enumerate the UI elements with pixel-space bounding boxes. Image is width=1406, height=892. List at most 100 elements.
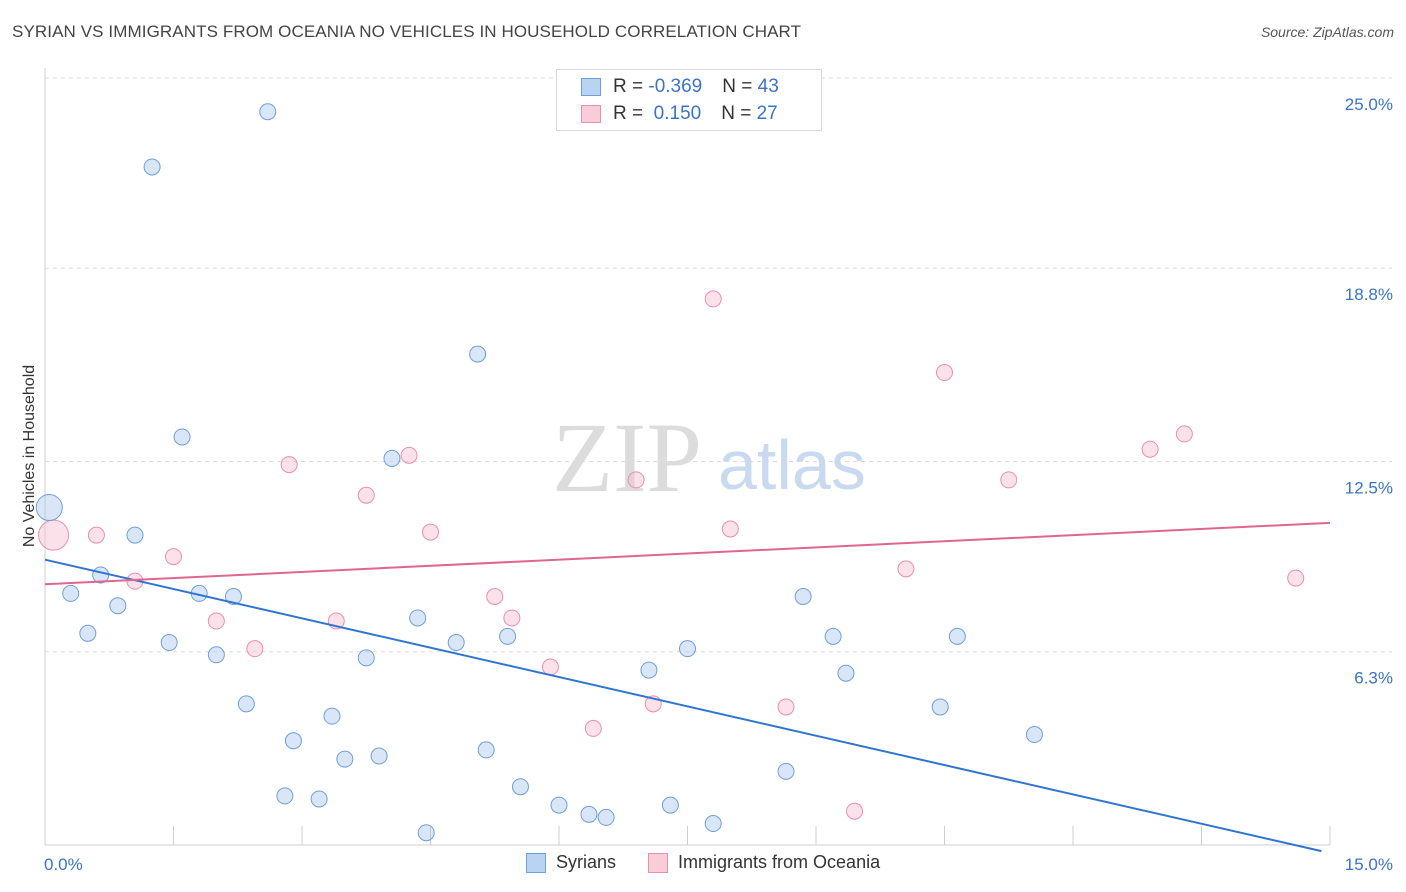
oceania-point	[1141, 440, 1159, 458]
x-tick-label: 0.0%	[44, 855, 83, 874]
oceania-point	[897, 560, 915, 578]
legend-r-value: -0.369	[648, 76, 703, 97]
oceania-point	[207, 612, 225, 630]
oceania-point	[422, 523, 439, 541]
oceania-point	[503, 609, 521, 627]
oceania-point	[627, 471, 645, 489]
syrians-point	[237, 695, 255, 713]
legend-r-label: R =	[613, 103, 649, 124]
oceania-point	[721, 520, 739, 538]
syrians-point	[640, 661, 658, 679]
syrians-point	[679, 640, 696, 658]
syrians-point	[207, 646, 225, 664]
oceania-point	[846, 802, 864, 820]
syrians-point	[477, 741, 495, 759]
legend-n-value: 27	[756, 103, 778, 124]
gridlines	[45, 77, 1392, 653]
trend-lines	[44, 521, 1331, 853]
tick-labels: 6.3% 12.5% 18.8% 25.0% 0.0% 15.0%	[44, 95, 1393, 874]
syrians-point	[173, 428, 191, 446]
y-tick-label: 18.8%	[1345, 285, 1393, 304]
syrians-point	[511, 778, 529, 796]
legend-n-label: N =	[721, 103, 757, 124]
legend-swatch-syrians	[526, 852, 546, 873]
oceania-point	[87, 526, 105, 544]
oceania-trend-line	[44, 521, 1331, 586]
syrians-point	[109, 597, 127, 615]
syrians-point	[1025, 726, 1043, 744]
series-legend: Syrians Immigrants from Oceania	[526, 852, 912, 873]
oceania-point	[280, 456, 298, 474]
y-axis-label: No Vehicles in Household	[21, 365, 38, 547]
legend-r-label: R =	[613, 76, 649, 97]
oceania-point	[1000, 471, 1018, 489]
syrians-point	[931, 698, 949, 716]
y-tick-label: 6.3%	[1354, 669, 1393, 688]
legend-row-syrians: R = -0.369 N = 43	[581, 74, 779, 100]
y-tick-label: 12.5%	[1345, 479, 1393, 498]
syrians-point	[323, 707, 341, 725]
legend-label-oceania: Immigrants from Oceania	[678, 852, 881, 872]
syrians-point	[143, 158, 161, 176]
legend-swatch-oceania	[648, 852, 669, 873]
legend-r-value: 0.150	[648, 103, 702, 124]
syrians-point	[948, 627, 966, 645]
legend-label-syrians: Syrians	[556, 852, 617, 872]
oceania-point	[1175, 425, 1193, 443]
oceania-point	[357, 486, 375, 504]
oceania-point	[486, 587, 504, 605]
y-tick-label: 25.0%	[1345, 95, 1393, 114]
syrians-point	[160, 634, 178, 652]
oceania-point	[704, 290, 722, 308]
watermark-zip: ZIP	[552, 402, 702, 513]
legend-item-oceania: Immigrants from Oceania	[648, 852, 880, 873]
syrians-point	[126, 526, 144, 544]
legend-n-label: N =	[722, 76, 758, 97]
syrians-point	[417, 824, 435, 842]
axes	[44, 68, 1331, 846]
stats-legend: R = -0.369 N = 43 R = 0.150 N = 27	[556, 69, 822, 131]
legend-swatch-oceania	[581, 105, 601, 123]
oceania-point	[936, 364, 953, 382]
syrians-point	[336, 750, 354, 768]
legend-n-value: 43	[757, 76, 779, 97]
oceania-point	[246, 640, 264, 658]
syrians-point	[777, 762, 795, 780]
syrians-point	[383, 449, 401, 467]
watermark: ZIP atlas	[552, 402, 866, 513]
legend-row-oceania: R = 0.150 N = 27	[581, 101, 778, 127]
oceania-point	[541, 658, 559, 676]
syrians-point	[794, 587, 812, 605]
watermark-atlas: atlas	[718, 426, 866, 504]
syrians-point	[35, 494, 63, 522]
syrians-point	[499, 627, 517, 645]
syrians-point	[62, 584, 80, 602]
syrians-trend-line	[44, 558, 1322, 853]
syrians-point	[550, 796, 568, 814]
oceania-point	[777, 698, 795, 716]
syrians-point	[310, 790, 328, 808]
syrians-point	[224, 587, 242, 605]
syrians-point	[824, 627, 842, 645]
oceania-point	[1287, 569, 1305, 587]
oceania-point	[165, 548, 182, 566]
syrians-point	[409, 609, 427, 627]
source-label: Source: ZipAtlas.com	[1260, 24, 1394, 40]
syrians-point	[661, 796, 679, 814]
legend-swatch-syrians	[581, 78, 601, 96]
syrians-point	[259, 103, 277, 121]
legend-item-syrians: Syrians	[526, 852, 616, 873]
series-syrians-points	[35, 103, 1043, 842]
chart-title: SYRIAN VS IMMIGRANTS FROM OCEANIA NO VEH…	[12, 22, 802, 41]
syrians-point	[276, 787, 294, 805]
oceania-point	[400, 446, 418, 464]
syrians-point	[704, 815, 722, 833]
syrians-point	[284, 732, 302, 750]
syrians-point	[357, 649, 375, 667]
syrians-point	[79, 624, 97, 642]
x-tick-label: 15.0%	[1345, 855, 1393, 874]
syrians-point	[447, 634, 465, 652]
oceania-point	[584, 719, 602, 737]
syrians-point	[370, 747, 388, 765]
